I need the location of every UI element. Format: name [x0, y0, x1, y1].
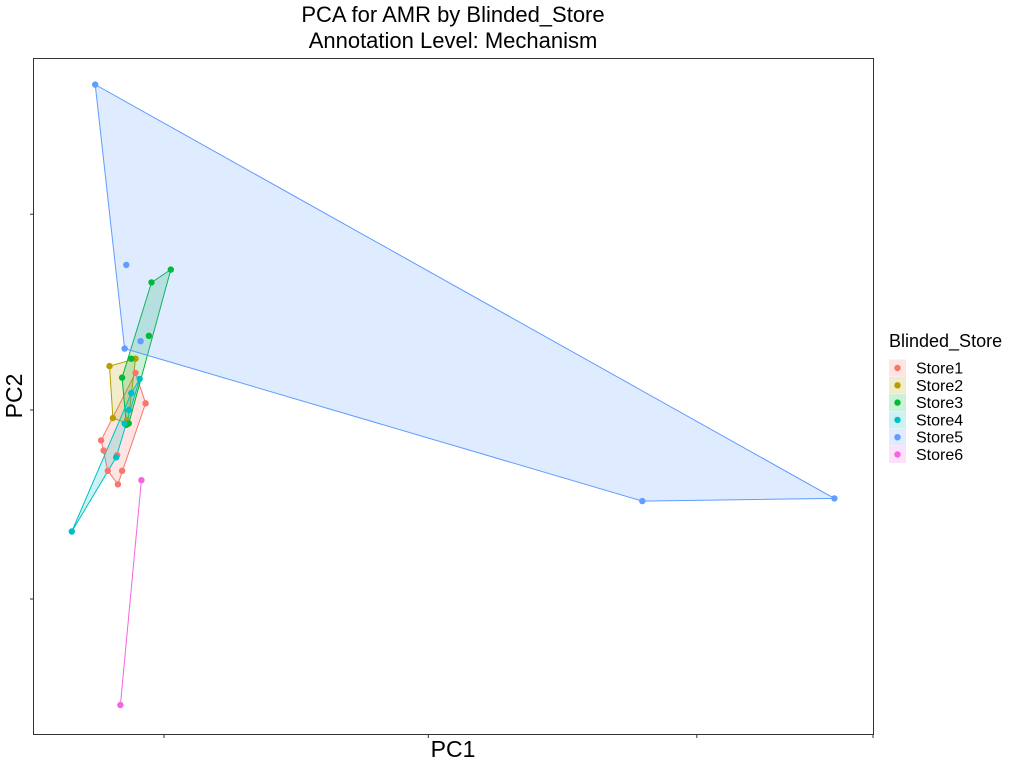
point-store1 — [97, 437, 105, 444]
point-store4 — [68, 528, 76, 535]
legend-marker-store6 — [894, 451, 901, 458]
point-store1 — [132, 369, 139, 377]
y-axis-title: PC2 — [1, 374, 27, 419]
point-store2 — [109, 414, 117, 422]
legend-marker-store5 — [894, 434, 901, 441]
point-store6 — [117, 701, 124, 709]
legend-label-store6: Store6 — [916, 447, 963, 464]
point-store5 — [121, 345, 128, 352]
point-store5 — [137, 338, 144, 345]
plot-area — [30, 58, 874, 738]
point-store3 — [145, 332, 153, 339]
point-store3 — [148, 279, 155, 286]
legend-marker-store3 — [894, 399, 901, 406]
legend-label-store5: Store5 — [916, 430, 963, 447]
legend-marker-store1 — [894, 364, 901, 372]
hull-layer — [71, 83, 837, 706]
point-layer — [68, 81, 838, 709]
point-store3 — [128, 355, 135, 362]
legend-marker-store2 — [894, 382, 901, 389]
hull-store1 — [100, 371, 147, 486]
hull-store5 — [94, 83, 837, 502]
point-store4 — [136, 375, 143, 383]
point-store4 — [128, 389, 135, 397]
legend-label-store4: Store4 — [916, 412, 963, 429]
chart-title: PCA for AMR by Blinded_Store — [301, 2, 604, 27]
legend-label-store2: Store2 — [916, 378, 963, 395]
point-store4 — [113, 454, 120, 461]
legend: Blinded_Store Store1Store2Store3Store4St… — [889, 331, 1002, 464]
hull-store3 — [121, 268, 172, 426]
point-store1 — [100, 447, 107, 454]
point-store5 — [92, 81, 99, 88]
chart-subtitle: Annotation Level: Mechanism — [309, 28, 598, 53]
point-store5 — [639, 497, 646, 505]
point-store1 — [118, 467, 126, 474]
point-store1 — [142, 400, 149, 407]
point-store1 — [104, 467, 112, 474]
legend-label-store1: Store1 — [916, 361, 963, 378]
point-store3 — [118, 374, 126, 381]
point-store5 — [831, 495, 838, 502]
hull-store6 — [119, 480, 142, 706]
point-store1 — [114, 481, 122, 488]
legend-label-store3: Store3 — [916, 395, 963, 412]
legend-title: Blinded_Store — [889, 331, 1002, 352]
legend-marker-store4 — [894, 416, 901, 424]
point-store4 — [125, 406, 132, 414]
point-store5 — [123, 261, 130, 269]
point-store3 — [167, 266, 174, 273]
point-store6 — [138, 477, 145, 484]
point-store2 — [106, 362, 113, 370]
x-axis-title: PC1 — [431, 736, 476, 762]
point-store4 — [121, 420, 128, 427]
axis-ticks — [30, 213, 874, 738]
hull-store4 — [71, 378, 141, 532]
plot-border — [33, 58, 874, 735]
